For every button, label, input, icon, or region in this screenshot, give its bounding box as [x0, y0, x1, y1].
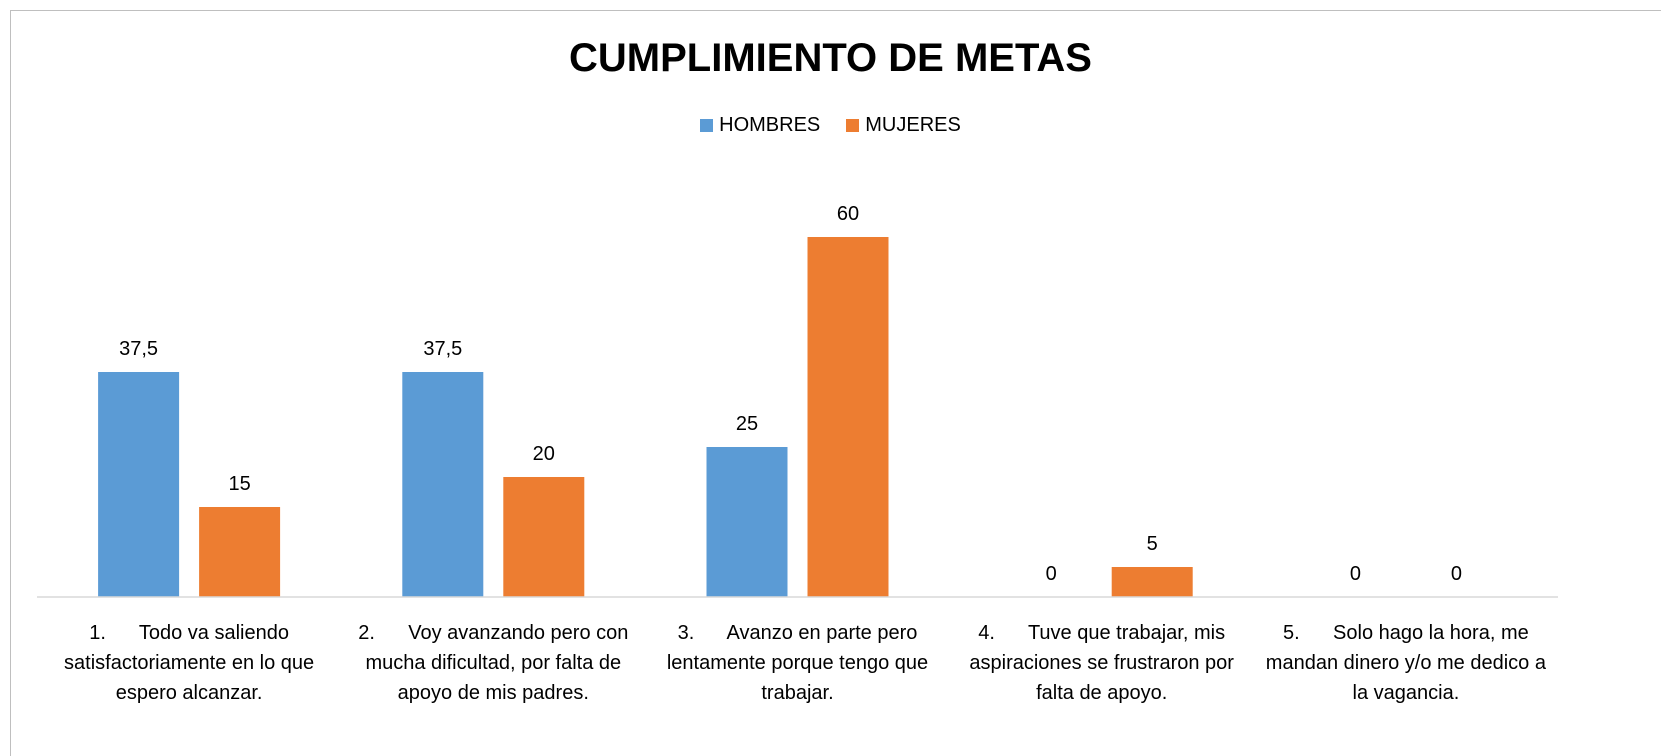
legend-swatch: [846, 119, 860, 132]
chart-title: CUMPLIMIENTO DE METAS: [569, 36, 1092, 80]
bar: [199, 507, 281, 597]
x-tick-label: 4. Tuve que trabajar, mis aspiraciones s…: [969, 622, 1240, 704]
legend: HOMBRES MUJERES: [0, 114, 1661, 137]
legend-item: MUJERES: [846, 114, 961, 137]
data-label: 37,5: [119, 338, 158, 360]
data-label: 0: [1350, 563, 1361, 585]
legend-label: MUJERES: [865, 114, 961, 136]
legend-label: HOMBRES: [719, 114, 821, 136]
x-tick-label: 1. Todo va saliendo satisfactoriamente e…: [64, 622, 320, 704]
legend-swatch: [700, 119, 714, 132]
bar: [1111, 567, 1193, 597]
bar: [503, 477, 585, 597]
data-label: 5: [1147, 533, 1158, 555]
data-label: 15: [228, 473, 250, 495]
bar: [98, 372, 180, 597]
chart-frame: [10, 10, 1661, 756]
bar: [402, 372, 484, 597]
data-label: 20: [533, 443, 555, 465]
bar: [807, 237, 889, 597]
legend-item: HOMBRES: [700, 114, 820, 137]
x-tick-label: 2. Voy avanzando pero con mucha dificult…: [358, 622, 634, 704]
data-label: 37,5: [423, 338, 462, 360]
x-tick-label: 3. Avanzo en parte pero lentamente porqu…: [666, 622, 934, 704]
bar: [706, 447, 788, 597]
data-label: 0: [1451, 563, 1462, 585]
data-label: 0: [1046, 563, 1057, 585]
x-tick-label: 5. Solo hago la hora, me mandan dinero y…: [1265, 622, 1552, 704]
data-label: 60: [837, 203, 859, 225]
data-label: 25: [736, 413, 758, 435]
